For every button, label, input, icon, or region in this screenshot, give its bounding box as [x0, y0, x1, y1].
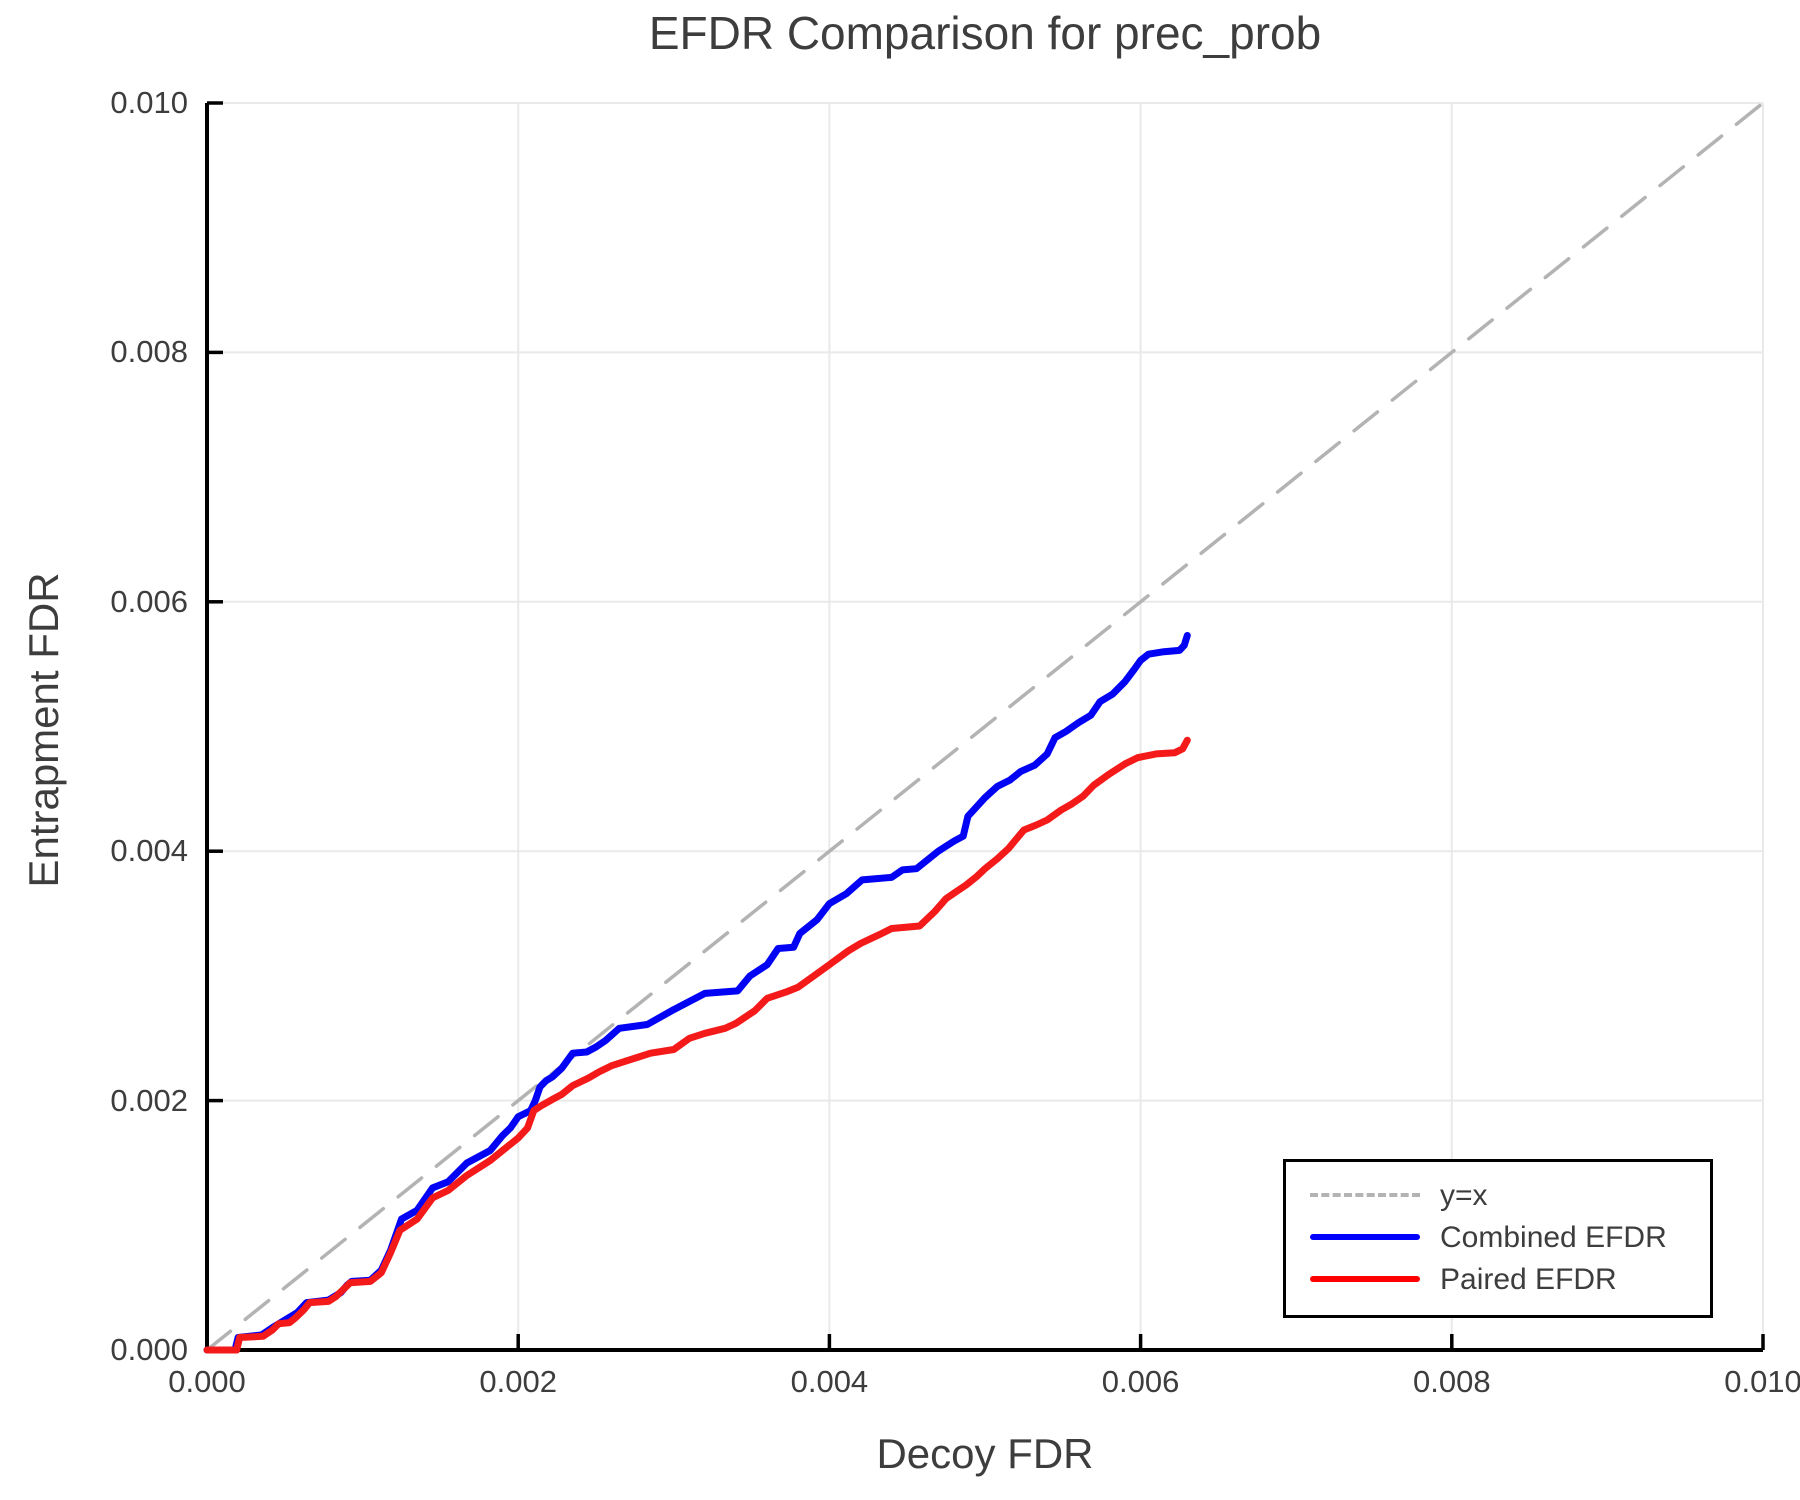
y-tick-label: 0.004 [110, 833, 188, 869]
y-tick-label: 0.002 [110, 1082, 188, 1118]
legend-label-paired: Paired EFDR [1440, 1262, 1617, 1296]
y-tick-label: 0.010 [110, 85, 188, 120]
series-line-paired-efdr [203, 736, 1191, 1354]
legend-label-combined: Combined EFDR [1440, 1220, 1667, 1254]
x-tick-label: 0.006 [1101, 1364, 1180, 1399]
y-tick-label: 0.008 [110, 334, 188, 370]
y-tick-label: 0.000 [110, 1332, 188, 1367]
x-tick-label: 0.002 [479, 1364, 557, 1399]
legend-line-paired-icon [1310, 1276, 1420, 1282]
legend-line-combined-icon [1310, 1234, 1420, 1240]
series-line-y-x [205, 101, 1765, 1352]
legend-row-identity: y=x [1310, 1174, 1710, 1216]
legend-line-dashed-icon [1310, 1193, 1420, 1197]
legend-row-combined: Combined EFDR [1310, 1216, 1710, 1258]
x-tick-label: 0.010 [1724, 1364, 1800, 1399]
series-line-combined-efdr [203, 632, 1191, 1354]
y-tick-label: 0.006 [110, 583, 188, 619]
legend: y=x Combined EFDR Paired EFDR [1283, 1159, 1713, 1318]
x-tick-label: 0.008 [1413, 1364, 1491, 1399]
legend-label-identity: y=x [1440, 1178, 1488, 1212]
x-tick-label: 0.004 [790, 1364, 869, 1399]
x-tick-label: 0.000 [168, 1364, 246, 1399]
legend-row-paired: Paired EFDR [1310, 1258, 1710, 1300]
chart-title: EFDR Comparison for prec_prob [648, 7, 1322, 59]
x-axis-label: Decoy FDR [876, 1430, 1094, 1477]
y-axis-label: Entrapment FDR [20, 572, 67, 888]
